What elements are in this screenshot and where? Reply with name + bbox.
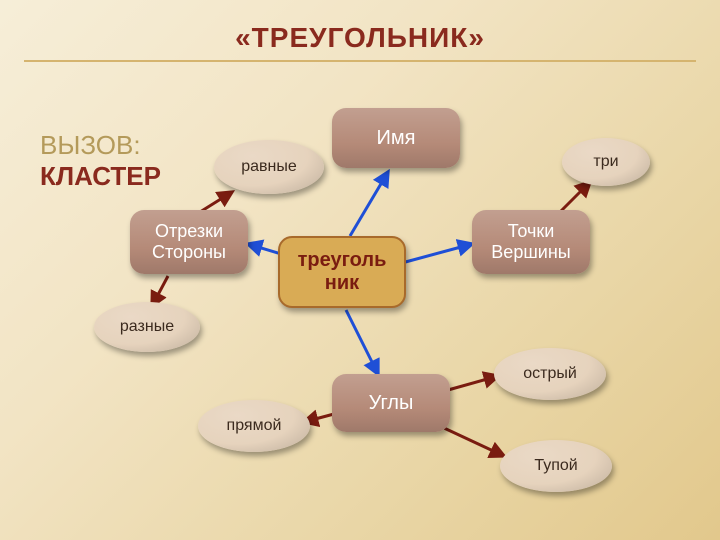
title-underline bbox=[24, 60, 696, 62]
node-angles-label: Углы bbox=[369, 392, 414, 415]
node-points: ТочкиВершины bbox=[472, 210, 590, 274]
node-acute-label: острый bbox=[523, 365, 577, 383]
node-center: треугольник bbox=[278, 236, 406, 308]
node-three: три bbox=[562, 138, 650, 186]
node-segments-label: ОтрезкиСтороны bbox=[152, 221, 226, 263]
page-title: «ТРЕУГОЛЬНИК» bbox=[0, 22, 720, 54]
node-equal: равные bbox=[214, 140, 324, 194]
sidebar-line2: КЛАСТЕР bbox=[40, 161, 161, 192]
node-obtuse-label: Тупой bbox=[534, 457, 577, 475]
node-points-label: ТочкиВершины bbox=[491, 221, 570, 263]
node-three-label: три bbox=[593, 153, 618, 171]
node-right-label: прямой bbox=[227, 417, 282, 435]
node-obtuse: Тупой bbox=[500, 440, 612, 492]
node-center-label: треугольник bbox=[298, 249, 387, 295]
sidebar-line1: ВЫЗОВ: bbox=[40, 130, 161, 161]
node-diff: разные bbox=[94, 302, 200, 352]
node-name: Имя bbox=[332, 108, 460, 168]
node-segments: ОтрезкиСтороны bbox=[130, 210, 248, 274]
node-angles: Углы bbox=[332, 374, 450, 432]
node-diff-label: разные bbox=[120, 318, 174, 336]
node-equal-label: равные bbox=[241, 158, 297, 176]
sidebar-label: ВЫЗОВ: КЛАСТЕР bbox=[40, 130, 161, 192]
node-acute: острый bbox=[494, 348, 606, 400]
node-right: прямой bbox=[198, 400, 310, 452]
node-name-label: Имя bbox=[377, 127, 416, 150]
